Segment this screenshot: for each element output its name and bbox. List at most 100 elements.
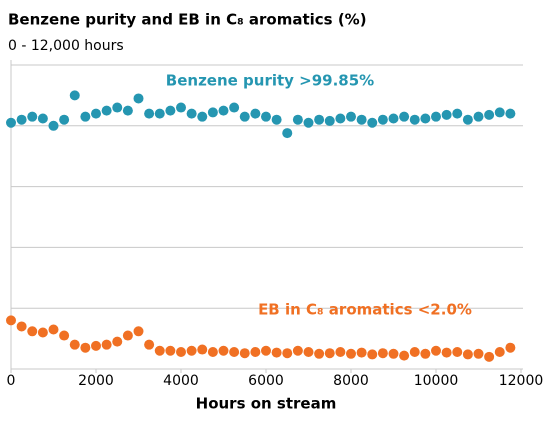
data-point — [239, 348, 250, 359]
annotation: EB in C₈ aromatics <2.0% — [258, 301, 472, 319]
data-point — [441, 109, 452, 120]
data-point — [59, 330, 70, 341]
data-point — [377, 348, 388, 359]
data-point — [292, 345, 303, 356]
data-point — [80, 342, 91, 353]
data-point — [431, 111, 441, 122]
data-point — [356, 347, 367, 358]
data-point — [335, 113, 346, 124]
data-point — [6, 315, 16, 326]
data-point — [314, 114, 325, 125]
x-tick-label: 10000 — [414, 373, 459, 389]
data-point — [101, 339, 112, 350]
data-point — [409, 346, 420, 357]
data-point — [16, 321, 27, 332]
data-point — [484, 351, 495, 362]
data-point — [505, 342, 516, 353]
data-point — [388, 113, 399, 124]
x-tick-label: 6000 — [248, 373, 284, 389]
data-point — [303, 346, 314, 357]
data-point — [154, 345, 165, 356]
data-point — [176, 102, 186, 113]
data-point — [303, 117, 314, 128]
data-point — [80, 111, 91, 122]
data-point — [282, 128, 293, 139]
data-point — [239, 111, 250, 122]
data-point — [271, 347, 282, 358]
data-point — [367, 349, 378, 360]
data-point — [261, 111, 271, 122]
data-point — [122, 330, 133, 341]
data-point — [16, 114, 27, 125]
data-point — [197, 111, 208, 122]
data-point — [324, 348, 335, 359]
data-point — [69, 90, 80, 101]
data-point — [27, 111, 38, 122]
data-point — [314, 348, 325, 359]
data-point — [346, 111, 356, 122]
data-point — [431, 345, 441, 356]
data-point — [144, 339, 155, 350]
data-point — [218, 345, 229, 356]
data-point — [261, 345, 271, 356]
data-point — [462, 349, 473, 360]
data-point — [59, 114, 70, 125]
data-point — [324, 115, 335, 126]
data-point — [37, 113, 48, 124]
data-point — [399, 111, 410, 122]
data-point — [388, 348, 399, 359]
data-point — [335, 346, 346, 357]
data-point — [69, 339, 80, 350]
chart-subtitle: 0 - 12,000 hours — [8, 38, 124, 54]
data-point — [462, 114, 473, 125]
data-point — [27, 326, 38, 337]
data-point — [48, 324, 59, 335]
data-point — [186, 108, 197, 119]
x-tick-label: 0 — [7, 373, 16, 389]
data-point — [494, 107, 505, 118]
data-point — [91, 108, 101, 119]
data-point — [346, 348, 356, 359]
data-point — [505, 108, 516, 119]
data-point — [356, 114, 367, 125]
data-point — [473, 111, 484, 122]
x-axis-title: Hours on stream — [196, 395, 337, 413]
data-point — [473, 348, 484, 359]
data-point — [101, 105, 112, 116]
data-point — [441, 347, 452, 358]
data-point — [122, 105, 133, 116]
data-point — [292, 114, 303, 125]
data-point — [271, 114, 282, 125]
data-point — [112, 102, 123, 113]
chart-title: Benzene purity and EB in C₈ aromatics (%… — [8, 11, 367, 29]
data-point — [452, 346, 463, 357]
data-point — [176, 346, 186, 357]
data-point — [197, 344, 208, 355]
data-point — [112, 336, 123, 347]
data-point — [250, 108, 261, 119]
data-point — [282, 348, 293, 359]
data-point — [250, 346, 261, 357]
data-point — [37, 327, 48, 338]
x-tick-label: 2000 — [78, 373, 114, 389]
data-point — [218, 105, 229, 116]
data-point — [48, 120, 59, 131]
data-point — [207, 346, 218, 357]
data-point — [377, 114, 388, 125]
data-point — [367, 117, 378, 128]
data-point — [133, 93, 144, 104]
data-point — [207, 107, 218, 118]
data-point — [186, 345, 197, 356]
data-point — [484, 109, 495, 120]
data-point — [420, 348, 431, 359]
data-point — [133, 326, 144, 337]
data-point — [229, 102, 240, 113]
data-point — [154, 108, 165, 119]
data-point — [399, 350, 410, 361]
data-point — [409, 114, 420, 125]
x-tick-label: 12000 — [499, 373, 544, 389]
data-point — [144, 108, 155, 119]
x-tick-label: 8000 — [333, 373, 369, 389]
data-point — [6, 117, 16, 128]
